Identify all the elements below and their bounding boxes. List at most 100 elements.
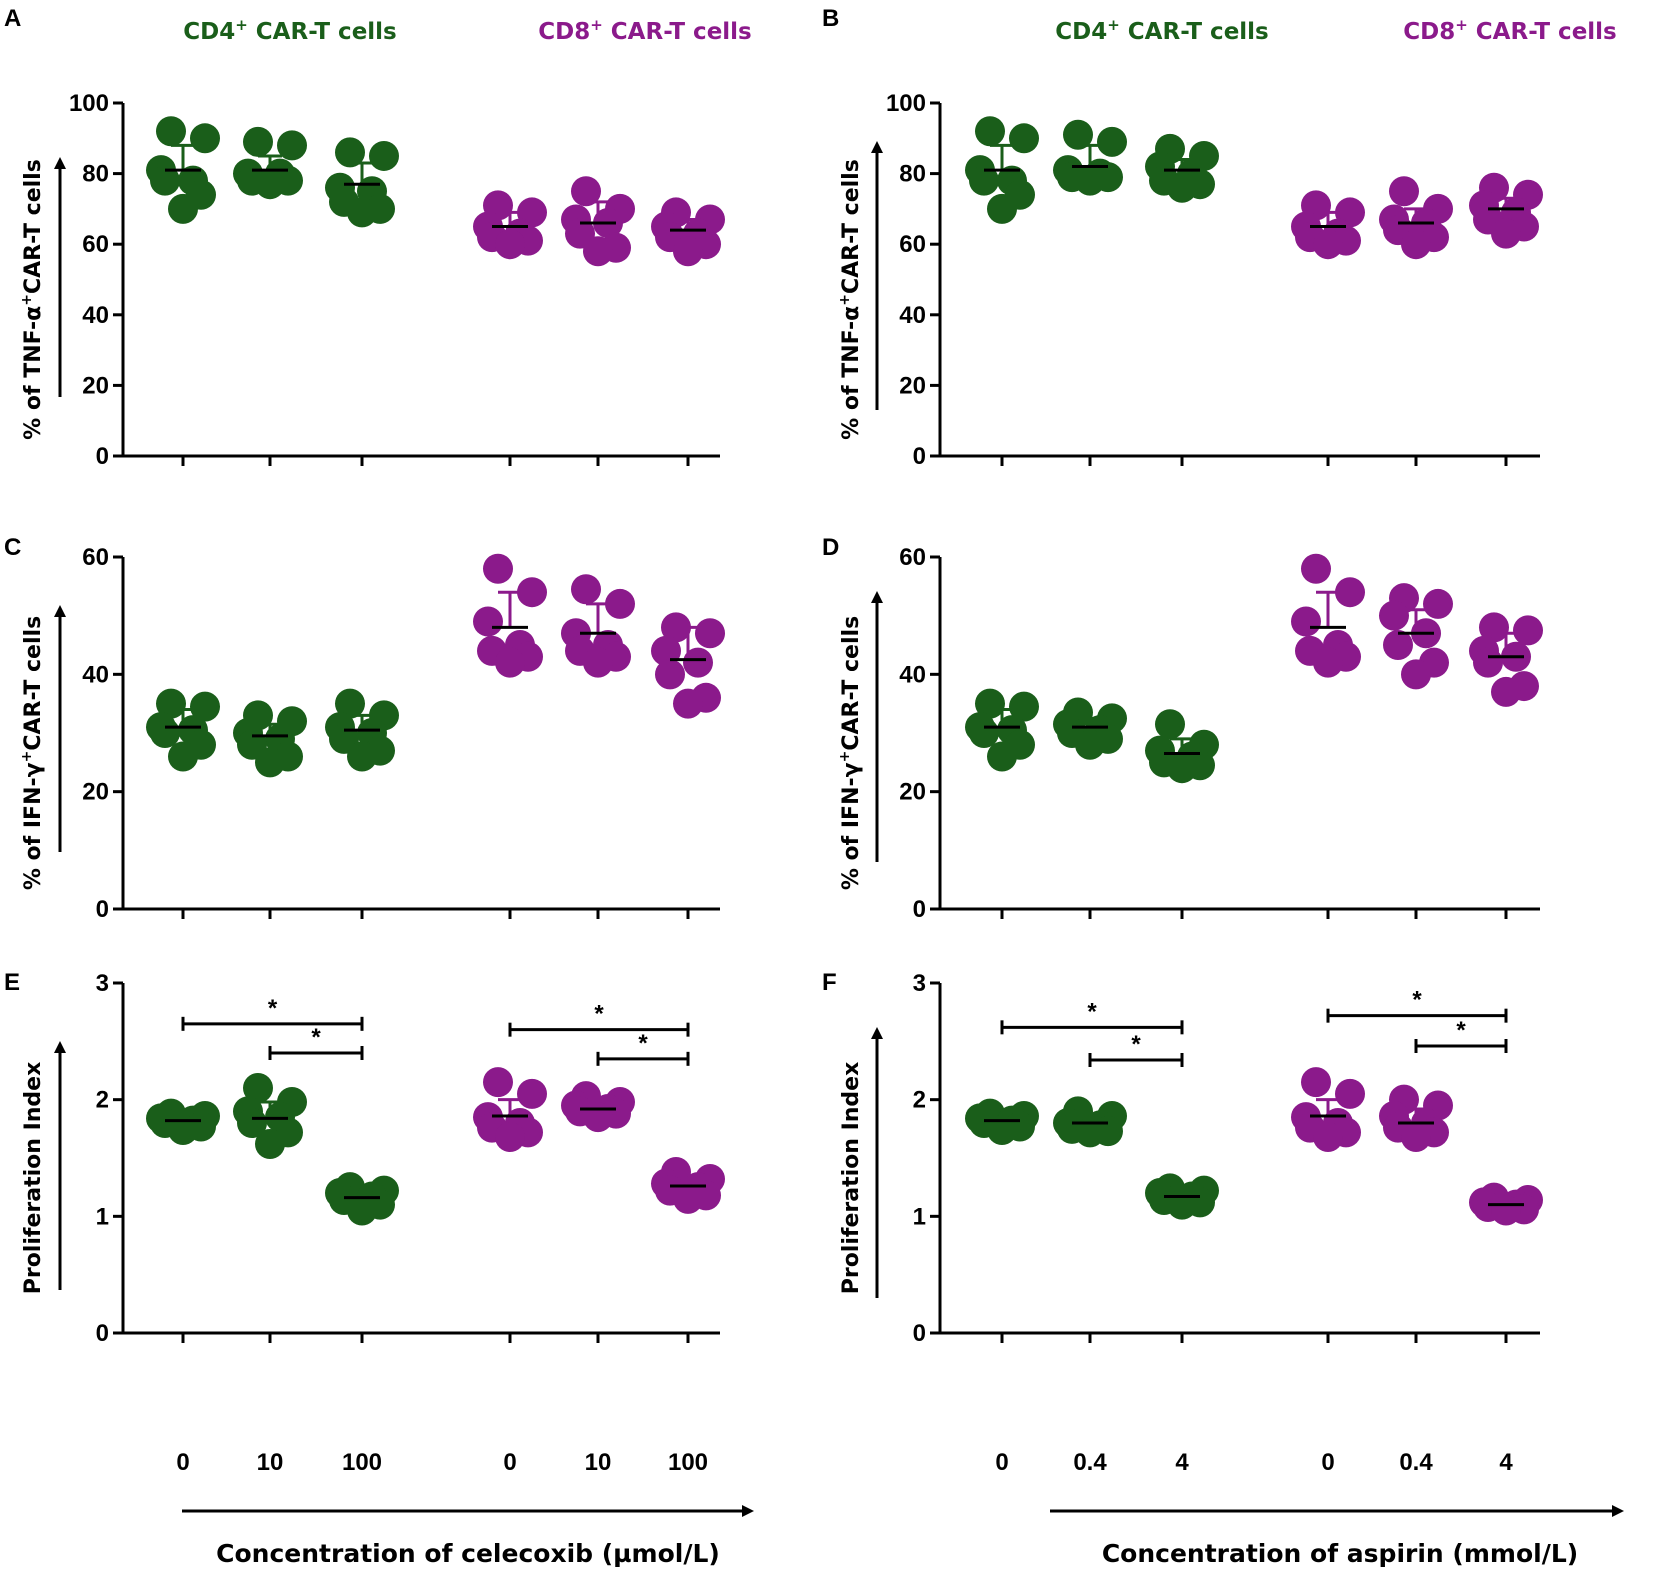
data-point	[1491, 218, 1521, 249]
x-category-label: 100	[668, 1449, 708, 1476]
data-point	[347, 1195, 377, 1226]
data-point	[605, 588, 635, 619]
data-point	[243, 126, 273, 157]
y-tick-label: 3	[913, 970, 926, 997]
y-tick-label: 60	[899, 544, 926, 571]
x-category-label: 0.4	[1073, 1449, 1107, 1476]
data-point	[150, 718, 180, 748]
x-category-label: 4	[1499, 1449, 1513, 1476]
y-tick-label: 100	[69, 90, 109, 117]
y-tick-label: 60	[82, 544, 109, 571]
y-tick-label: 40	[82, 302, 109, 329]
data-point	[571, 176, 601, 207]
data-point	[1167, 1189, 1197, 1220]
data-point	[190, 123, 220, 154]
data-point	[517, 1078, 547, 1109]
significance-star: *	[1131, 1031, 1141, 1058]
panel-letter: E	[4, 969, 20, 996]
data-point	[1075, 1117, 1105, 1148]
panel-letter: D	[822, 534, 839, 561]
data-point	[483, 553, 513, 584]
y-axis-title: Proliferation Index	[21, 1062, 46, 1295]
significance-star: *	[638, 1030, 648, 1057]
y-tick-label: 100	[886, 90, 926, 117]
x-category-label: 4	[1175, 1449, 1189, 1476]
data-point	[1097, 126, 1127, 157]
data-point	[1491, 1195, 1521, 1226]
y-tick-label: 0	[96, 1320, 109, 1347]
data-point	[655, 659, 685, 690]
y-tick-label: 20	[82, 372, 109, 399]
data-point	[661, 612, 691, 643]
x-category-label: 0	[1321, 1449, 1334, 1476]
data-point	[255, 169, 285, 200]
y-tick-label: 0	[913, 1320, 926, 1347]
data-point	[1401, 229, 1431, 260]
data-point	[1301, 553, 1331, 584]
y-tick-label: 20	[899, 779, 926, 806]
y-tick-label: 60	[82, 231, 109, 258]
data-point	[1155, 709, 1185, 740]
data-point	[1401, 659, 1431, 690]
panel-a: A 0 20 40 60 80 100 % of TNF-α+CAR-T cells	[4, 5, 725, 470]
data-point	[1379, 600, 1409, 631]
data-point	[1291, 606, 1321, 637]
data-point	[168, 741, 198, 772]
data-point	[255, 1129, 285, 1159]
data-point	[1313, 229, 1343, 260]
y-tick-label: 1	[96, 1203, 109, 1230]
data-point	[347, 197, 377, 228]
y-tick-label: 3	[96, 970, 109, 997]
x-category-label: 0.4	[1399, 1449, 1433, 1476]
x-axis-title-aspirin: Concentration of aspirin (mmol/L)	[1102, 1539, 1578, 1568]
data-point	[1075, 165, 1105, 196]
panel-c: C 0 20 40 60 % of IFN-γ+CAR-T cells	[4, 534, 725, 923]
group-title-cd8-right: CD8+ CAR-T cells	[1403, 16, 1617, 45]
data-point	[1313, 647, 1343, 678]
data-point	[335, 137, 365, 168]
data-point	[1513, 615, 1543, 646]
group-title-cd4-right: CD4+ CAR-T cells	[1055, 16, 1269, 45]
data-point	[1401, 1122, 1431, 1152]
y-tick-label: 80	[899, 161, 926, 188]
data-point	[987, 1115, 1017, 1145]
data-point	[987, 741, 1017, 772]
y-axis-title: Proliferation Index	[839, 1062, 864, 1295]
data-point	[1167, 172, 1197, 203]
x-category-label: 0	[503, 1449, 516, 1476]
y-tick-label: 1	[913, 1203, 926, 1230]
y-tick-label: 2	[913, 1087, 926, 1114]
y-axis-title: % of IFN-γ+CAR-T cells	[837, 616, 864, 890]
y-tick-label: 20	[82, 779, 109, 806]
data-point	[1389, 176, 1419, 207]
x-category-label: 0	[176, 1449, 189, 1476]
x-axis-title-celecoxib: Concentration of celecoxib (µmol/L)	[216, 1539, 720, 1568]
y-tick-label: 0	[96, 896, 109, 923]
data-point	[156, 688, 186, 719]
data-point	[969, 165, 999, 196]
data-point	[969, 718, 999, 748]
data-point	[243, 1073, 273, 1103]
data-point	[190, 691, 220, 722]
panel-b: B 0 20 40 60 80 100 % of TNF-α+CAR-T cells	[822, 5, 1543, 470]
data-point	[347, 741, 377, 772]
group-title-cd8-left: CD8+ CAR-T cells	[538, 16, 752, 45]
significance-star: *	[1412, 987, 1422, 1014]
panel-letter: B	[822, 5, 839, 32]
y-tick-label: 40	[82, 661, 109, 688]
y-tick-label: 0	[96, 443, 109, 470]
panel-f: F 0 1 2 3 Proliferation Index * * * *	[822, 969, 1543, 1347]
significance-star: *	[594, 1001, 604, 1028]
data-point	[1383, 630, 1413, 660]
significance-star: *	[1456, 1017, 1466, 1044]
significance-star: *	[268, 995, 278, 1022]
y-axis-title: % of IFN-γ+CAR-T cells	[19, 616, 46, 890]
y-tick-label: 80	[82, 161, 109, 188]
panel-letter: A	[4, 5, 21, 32]
data-point	[168, 193, 198, 224]
group-title-cd4-left: CD4+ CAR-T cells	[183, 16, 397, 45]
x-category-label: 10	[257, 1449, 284, 1476]
data-point	[673, 688, 703, 719]
data-point	[1479, 612, 1509, 643]
